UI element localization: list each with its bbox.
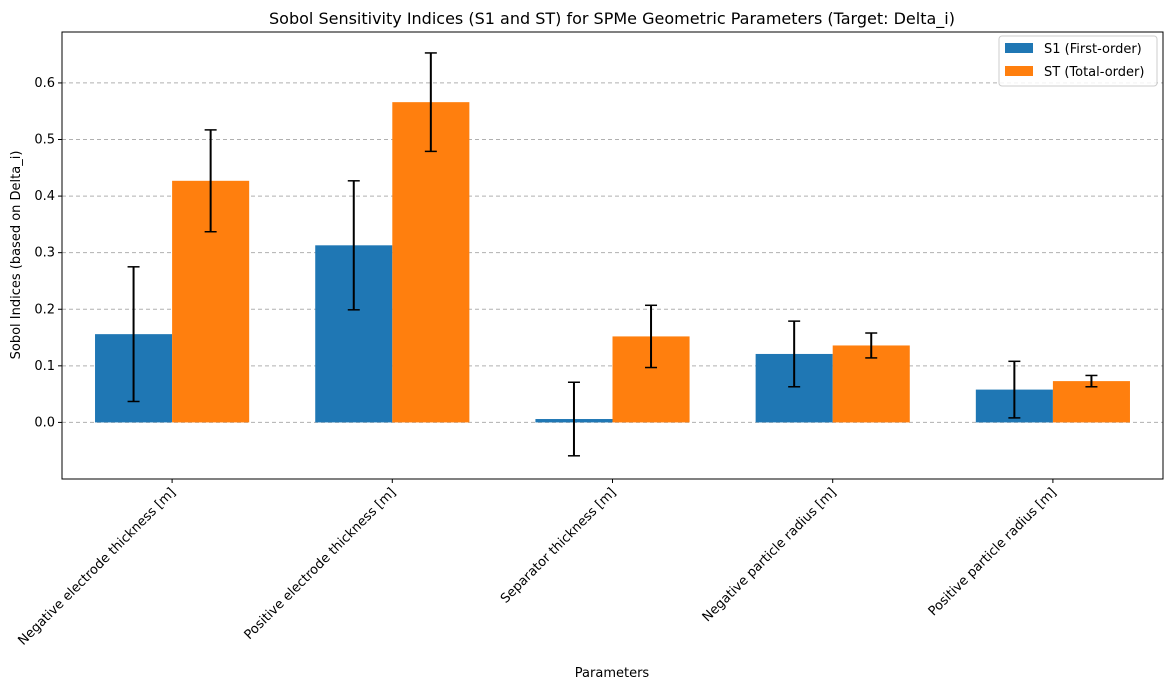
y-tick-label: 0.5 bbox=[34, 133, 55, 148]
legend-label-s1: S1 (First-order) bbox=[1044, 42, 1142, 57]
y-tick-label: 0.0 bbox=[34, 415, 55, 430]
x-tick-label: Separator thickness [m] bbox=[498, 485, 619, 606]
y-tick-label: 0.3 bbox=[34, 246, 55, 261]
legend-swatch-st bbox=[1005, 66, 1033, 76]
y-tick-label: 0.4 bbox=[34, 189, 55, 204]
x-tick-label: Negative electrode thickness [m] bbox=[16, 485, 179, 648]
x-tick-label: Negative particle radius [m] bbox=[700, 485, 840, 625]
y-tick-label: 0.1 bbox=[34, 359, 55, 374]
legend-label-st: ST (Total-order) bbox=[1044, 65, 1144, 80]
y-tick-label: 0.6 bbox=[34, 76, 55, 91]
y-tick-label: 0.2 bbox=[34, 302, 55, 317]
chart-title: Sobol Sensitivity Indices (S1 and ST) fo… bbox=[269, 9, 955, 29]
error-bars bbox=[127, 52, 1098, 457]
bar-st bbox=[392, 102, 470, 423]
x-tick-label: Positive electrode thickness [m] bbox=[242, 485, 400, 643]
legend: S1 (First-order) ST (Total-order) bbox=[998, 35, 1158, 87]
legend-box bbox=[998, 35, 1158, 87]
bars bbox=[95, 102, 1130, 423]
x-tick-label: Positive particle radius [m] bbox=[926, 485, 1060, 619]
y-axis: 0.0 0.1 0.2 0.3 0.4 0.5 0.6 bbox=[34, 76, 62, 430]
y-axis-label: Sobol Indices (based on Delta_i) bbox=[9, 151, 24, 360]
x-axis-label: Parameters bbox=[575, 666, 650, 681]
legend-swatch-s1 bbox=[1005, 43, 1033, 53]
x-axis: Negative electrode thickness [m] Positive… bbox=[16, 479, 1060, 649]
bar-st bbox=[1052, 381, 1130, 423]
